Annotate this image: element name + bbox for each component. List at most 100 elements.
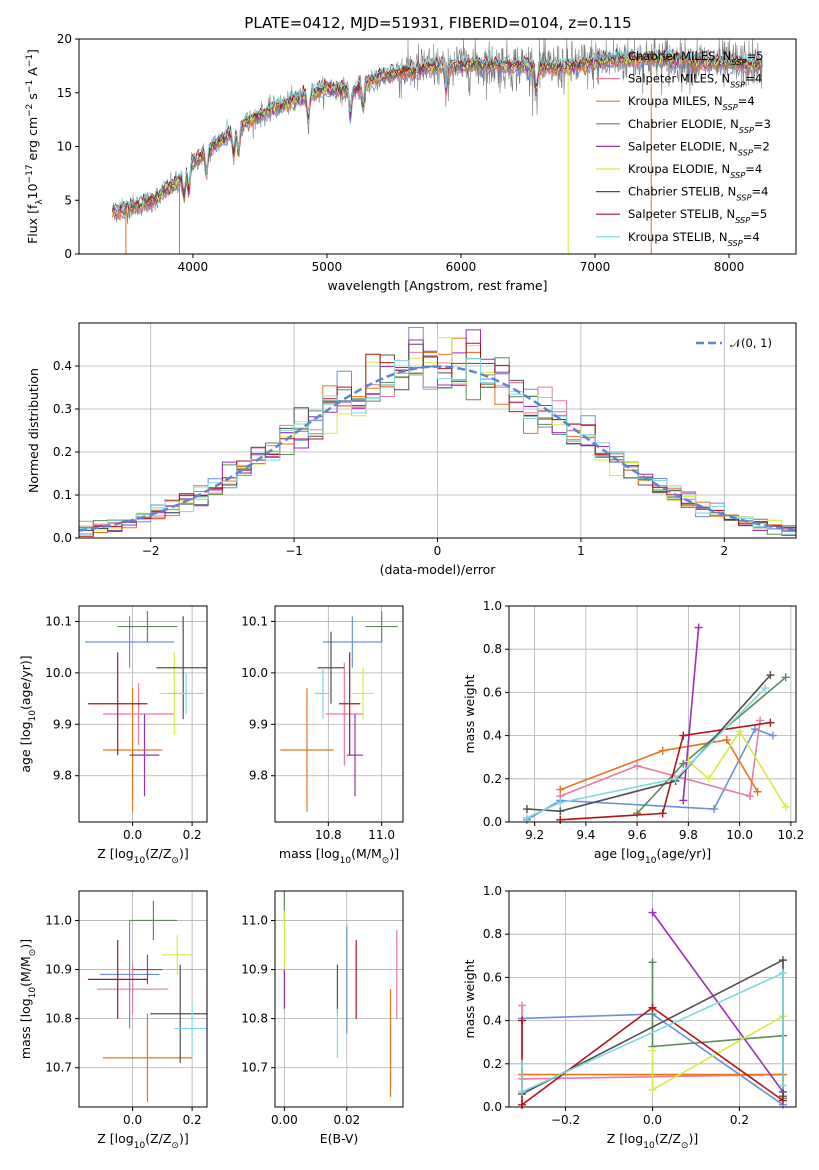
weight-marker-kroupa_elodie xyxy=(704,774,713,783)
weight-marker-salpeter_stelib xyxy=(679,731,688,740)
legend-text: Chabrier STELIB, N xyxy=(628,185,736,199)
weight_vs_age-xtick-label: 9.8 xyxy=(679,828,698,842)
spectrum-xtick-label: 4000 xyxy=(178,260,209,274)
legend-count: =2 xyxy=(753,139,770,153)
age_vs_mass-ytick-label: 10.0 xyxy=(241,666,268,680)
weight-marker-chabrier_miles xyxy=(751,725,759,734)
mass_vs_Z-ylabel-part: ⊙ xyxy=(28,949,38,957)
mass_vs_Z-xtick-label: 0.2 xyxy=(183,1113,202,1127)
weight-marker-salpeter_miles xyxy=(633,761,642,770)
weight_vs_Z-xlabel-part: ⊙ xyxy=(681,1141,689,1151)
weight_vs_age-ytick-label: 0.8 xyxy=(483,642,502,656)
mass_vs_Z-xlabel-part: ⊙ xyxy=(171,1141,179,1151)
spectrum-ytick-label: 0 xyxy=(64,247,72,261)
weight-line-kroupa_stelib xyxy=(521,971,784,1094)
legend-label-gaussian: 𝒩(0, 1) xyxy=(730,336,772,350)
legend-label-salpeter_elodie: Salpeter ELODIE, NSSP=2 xyxy=(628,139,770,157)
weight-marker-salpeter_stelib xyxy=(648,1003,657,1012)
mass_vs_ebv-ytick-label: 11.0 xyxy=(241,913,268,927)
spectrum-ylabel-part: erg cm xyxy=(25,117,40,165)
weight-marker-chabrier_stelib xyxy=(766,671,775,680)
weight_vs_Z-ylabel: mass weight xyxy=(462,959,477,1038)
residuals-xtick-label: −2 xyxy=(142,544,160,558)
weight-marker-kroupa_stelib xyxy=(518,1087,527,1096)
weight_vs_Z-ytick-label: 0.2 xyxy=(483,1057,502,1071)
age_vs_mass-xlabel-part: (M/M xyxy=(351,846,382,861)
weight_vs_Z-xlabel-part: Z [log xyxy=(607,1131,643,1146)
spectrum-ylabel-part: −1 xyxy=(25,80,35,93)
residuals-ytick-label: 0.3 xyxy=(53,402,72,416)
age_vs_Z-xlabel-part: Z [log xyxy=(97,846,133,861)
weight-line-kroupa_stelib xyxy=(526,687,766,819)
spectrum-ylabel-part: −2 xyxy=(25,104,35,117)
age_vs_mass-xlabel-part: 10 xyxy=(340,856,352,866)
weight-marker-salpeter_elodie xyxy=(694,623,703,632)
age_vs_Z-ylabel-part: age [log xyxy=(18,721,33,772)
mass_vs_Z-xtick-label: 0.0 xyxy=(123,1113,142,1127)
age_vs_Z-xlabel-part: 10 xyxy=(134,856,146,866)
weight_vs_Z-xtick-label: 0.2 xyxy=(730,1113,749,1127)
legend-text: Chabrier ELODIE, N xyxy=(628,117,739,131)
spectrum-ylabel-part: −1 xyxy=(25,54,35,67)
spectrum-ytick-label: 20 xyxy=(57,32,72,46)
legend-subscript: SSP xyxy=(723,102,738,112)
legend-text: Kroupa STELIB, N xyxy=(628,230,728,244)
weight-marker-salpeter_miles xyxy=(745,792,754,801)
weight_vs_age-xtick-label: 10.0 xyxy=(726,828,753,842)
legend-count: =4 xyxy=(751,185,768,199)
legend-label-kroupa_stelib: Kroupa STELIB, NSSP=4 xyxy=(628,230,760,248)
weight_vs_Z-ytick-label: 0.8 xyxy=(483,927,502,941)
residuals-ytick-label: 0.1 xyxy=(53,488,72,502)
weight-line-chabrier_elodie xyxy=(636,676,787,814)
mass_vs_Z-ytick-label: 11.0 xyxy=(45,913,72,927)
legend-subscript: SSP xyxy=(728,238,743,248)
spectrum-ytick-label: 15 xyxy=(57,86,72,100)
spectrum-ylabel-part: ] xyxy=(25,49,40,54)
age_vs_Z-ytick-label: 9.8 xyxy=(53,769,72,783)
weight_vs_age-frame xyxy=(508,605,797,823)
spectrum-ylabel-part: 10 xyxy=(25,183,40,199)
age_vs_mass-xlabel-part: )] xyxy=(389,846,399,861)
mass_vs_Z-ylabel-part: mass [log xyxy=(18,998,33,1059)
legend-count: =4 xyxy=(745,162,762,176)
weight-marker-kroupa_miles xyxy=(722,735,731,744)
weight_vs_age-xtick-label: 10.2 xyxy=(778,828,805,842)
weight_vs_age-xlabel-part: 10 xyxy=(645,856,657,866)
grid-layer xyxy=(79,323,796,1108)
age_vs_Z-xtick-label: 0.2 xyxy=(183,828,202,842)
spectrum-ylabel-part: A xyxy=(25,67,40,80)
weight-marker-salpeter_stelib xyxy=(518,1100,527,1109)
age_vs_mass-frame xyxy=(274,605,404,823)
weight_vs_age-xtick-label: 9.2 xyxy=(525,828,544,842)
age_vs_mass-ytick-label: 9.8 xyxy=(249,769,268,783)
mass_vs_Z-frame xyxy=(78,890,208,1108)
weight-marker-chabrier_elodie xyxy=(648,958,657,967)
age_vs_Z-xlabel-part: ⊙ xyxy=(171,856,179,866)
residuals-xtick-label: −1 xyxy=(285,544,303,558)
legend-subscript: SSP xyxy=(738,147,753,157)
legend-text: Kroupa ELODIE, N xyxy=(628,162,730,176)
weight-marker-salpeter_stelib xyxy=(658,809,667,818)
legend-subscript: SSP xyxy=(736,193,751,203)
legend-label-salpeter_miles: Salpeter MILES, NSSP=4 xyxy=(628,72,762,90)
weight-marker-kroupa_stelib xyxy=(761,684,770,693)
legend-count: =4 xyxy=(743,230,760,244)
model-spectrum-chabrier_miles xyxy=(112,58,763,221)
weight-marker-chabrier_stelib xyxy=(778,956,787,965)
weight-marker-chabrier_miles xyxy=(710,805,718,814)
weight_vs_Z-xtick-label: −0.2 xyxy=(551,1113,580,1127)
weight_vs_Z-xlabel-part: (Z/Z xyxy=(655,1131,681,1146)
weight-marker-kroupa_elodie xyxy=(648,1046,657,1055)
age_vs_mass-xtick-label: 10.8 xyxy=(315,828,342,842)
weight-marker-kroupa_stelib xyxy=(518,1059,527,1068)
age_vs_Z-xlabel: Z [log10(Z/Z⊙)] xyxy=(97,846,188,866)
residuals-xlabel: (data-model)/error xyxy=(380,562,497,577)
weight-marker-salpeter_stelib xyxy=(778,1096,787,1105)
weight-line-kroupa_miles xyxy=(560,739,759,793)
spectrum-xtick-label: 7000 xyxy=(580,260,611,274)
age_vs_mass-xtick-label: 11.0 xyxy=(368,828,395,842)
weight-line-chabrier_stelib xyxy=(526,674,771,813)
mass_vs_Z-ytick-label: 10.9 xyxy=(45,963,72,977)
weight_vs_Z-xlabel-part: 10 xyxy=(643,1141,655,1151)
weight-line-chabrier_miles xyxy=(526,728,774,821)
